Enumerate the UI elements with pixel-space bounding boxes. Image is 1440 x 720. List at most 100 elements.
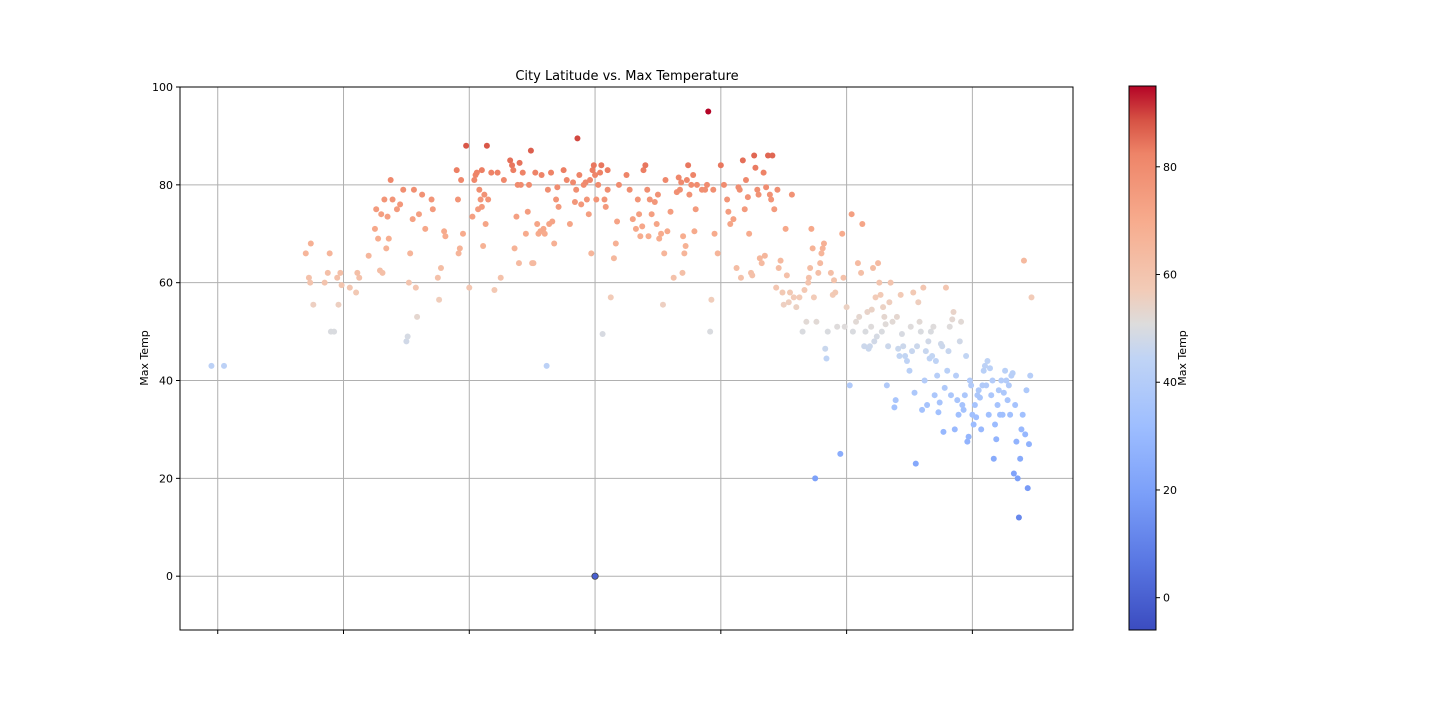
data-point: [639, 223, 646, 230]
data-point: [379, 269, 386, 276]
data-point: [751, 152, 758, 159]
data-point: [459, 230, 466, 237]
data-point: [583, 196, 590, 203]
data-point: [335, 301, 342, 308]
data-point: [951, 426, 958, 433]
data-point: [454, 196, 461, 203]
data-point: [870, 265, 877, 271]
data-point: [875, 260, 882, 267]
data-point: [375, 235, 382, 242]
data-point: [929, 353, 936, 360]
data-point: [727, 220, 734, 227]
data-point: [636, 211, 643, 218]
data-point: [725, 208, 732, 215]
data-point: [898, 331, 905, 338]
data-point: [872, 294, 879, 301]
data-point: [703, 181, 710, 188]
data-point: [755, 191, 762, 198]
data-point: [766, 191, 773, 198]
data-point: [769, 152, 776, 159]
data-point: [685, 162, 692, 169]
data-point: [895, 345, 902, 352]
data-point: [882, 321, 889, 328]
data-point: [551, 240, 558, 247]
data-point: [381, 196, 388, 203]
data-point: [664, 228, 671, 235]
data-point: [1010, 470, 1017, 477]
data-point: [885, 343, 892, 350]
data-point: [530, 260, 537, 267]
data-point: [371, 225, 378, 232]
data-point: [555, 203, 562, 210]
data-point: [949, 316, 956, 323]
data-point: [903, 357, 910, 364]
data-point: [471, 176, 478, 183]
data-point: [777, 257, 784, 264]
data-point: [494, 169, 501, 176]
data-point: [519, 169, 526, 176]
data-point: [773, 284, 780, 291]
data-point: [682, 242, 689, 249]
data-point: [988, 392, 995, 399]
data-point: [990, 455, 997, 462]
data-points: [208, 108, 1035, 580]
data-point: [1017, 455, 1024, 462]
y-axis: 0 20 40 60 80 100: [152, 81, 180, 583]
data-point: [843, 304, 850, 311]
data-point: [868, 323, 875, 330]
data-point: [812, 475, 819, 482]
data-point: [959, 401, 966, 408]
data-point: [749, 272, 756, 279]
data-point: [932, 357, 939, 364]
data-point: [338, 282, 345, 289]
data-point: [876, 279, 883, 286]
data-point: [587, 176, 594, 183]
data-point: [1024, 485, 1031, 492]
data-point: [1022, 431, 1029, 438]
data-point: [808, 225, 815, 232]
data-point: [334, 274, 341, 281]
data-point: [839, 230, 846, 237]
y-axis-label: Max Temp: [138, 330, 151, 386]
data-point: [961, 392, 968, 399]
data-point: [544, 186, 551, 193]
data-point: [614, 218, 621, 225]
data-point: [387, 176, 394, 183]
colorbar-ticks: 0 20 40 60 80: [1156, 161, 1177, 605]
data-point: [793, 304, 800, 311]
data-point: [434, 274, 441, 281]
data-point: [593, 196, 600, 203]
data-point: [986, 365, 993, 372]
data-point: [1019, 411, 1026, 418]
data-point: [841, 323, 848, 330]
data-point: [455, 250, 462, 257]
data-point: [981, 362, 988, 369]
data-point: [540, 225, 547, 232]
data-point: [1023, 387, 1030, 394]
data-point: [820, 240, 827, 247]
data-point: [906, 367, 913, 374]
data-point: [570, 179, 577, 186]
data-point: [354, 269, 361, 276]
data-point: [599, 331, 606, 338]
data-point: [393, 206, 400, 213]
data-point: [848, 211, 855, 218]
data-point: [640, 167, 647, 174]
data-point: [1015, 514, 1022, 521]
data-point: [922, 348, 929, 355]
data-point: [730, 216, 737, 223]
data-point: [763, 184, 770, 191]
data-point: [478, 203, 485, 210]
data-point: [958, 318, 965, 325]
data-point: [463, 142, 470, 149]
data-point: [909, 348, 916, 355]
colorbar-tick-label: 40: [1163, 376, 1177, 389]
data-point: [861, 343, 868, 350]
colorbar-tick-label: 80: [1163, 161, 1177, 174]
data-point: [724, 196, 731, 203]
data-point: [693, 181, 700, 188]
data-point: [940, 428, 947, 435]
data-point: [788, 191, 795, 198]
data-point: [642, 162, 649, 169]
